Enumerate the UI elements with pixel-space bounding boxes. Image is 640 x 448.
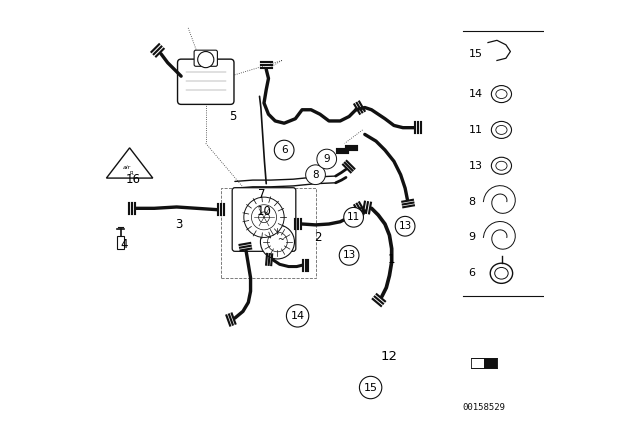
Ellipse shape [496,161,507,170]
Text: 4: 4 [120,237,127,251]
Ellipse shape [496,90,507,99]
Circle shape [275,140,294,160]
Text: 7: 7 [258,188,266,202]
Text: 16: 16 [125,172,141,186]
Circle shape [268,232,287,252]
Bar [221,188,316,278]
Circle shape [396,216,415,236]
Circle shape [344,207,364,227]
Text: 11: 11 [347,212,360,222]
FancyBboxPatch shape [194,50,218,66]
Text: 6: 6 [281,145,287,155]
Bar [472,358,484,368]
Circle shape [198,52,214,68]
Text: 2: 2 [314,231,321,244]
Text: 15: 15 [364,383,378,392]
Circle shape [259,212,269,223]
Circle shape [317,149,337,169]
Text: 6: 6 [468,268,476,278]
Text: 8: 8 [312,170,319,180]
Text: air: air [124,164,131,170]
Circle shape [244,197,284,237]
Text: 10: 10 [257,205,271,218]
Text: 3: 3 [175,217,182,231]
Text: 12: 12 [381,349,398,363]
Text: 13: 13 [342,250,356,260]
FancyBboxPatch shape [232,188,296,251]
Text: 5: 5 [229,110,236,123]
Ellipse shape [496,125,507,134]
Ellipse shape [495,267,508,279]
Circle shape [252,205,276,230]
Ellipse shape [492,86,511,103]
Polygon shape [106,148,153,178]
Circle shape [260,225,294,259]
Circle shape [287,305,309,327]
Text: 15: 15 [468,49,483,59]
Text: R: R [130,171,134,176]
Text: 14: 14 [291,311,305,321]
Text: 14: 14 [468,89,483,99]
Text: ~: ~ [276,235,284,244]
Circle shape [339,246,359,265]
Text: 9: 9 [468,233,476,242]
Text: 13: 13 [399,221,412,231]
Ellipse shape [492,157,511,174]
Text: 9: 9 [323,154,330,164]
Ellipse shape [492,121,511,138]
FancyBboxPatch shape [177,59,234,104]
Ellipse shape [490,263,513,284]
Circle shape [360,376,382,399]
Bar [117,236,124,249]
Text: 1: 1 [388,253,396,267]
Circle shape [306,165,325,185]
Text: 11: 11 [468,125,483,135]
Text: 8: 8 [468,197,476,207]
Bar [484,358,497,368]
Text: 00158529: 00158529 [462,403,505,412]
Text: 13: 13 [468,161,483,171]
